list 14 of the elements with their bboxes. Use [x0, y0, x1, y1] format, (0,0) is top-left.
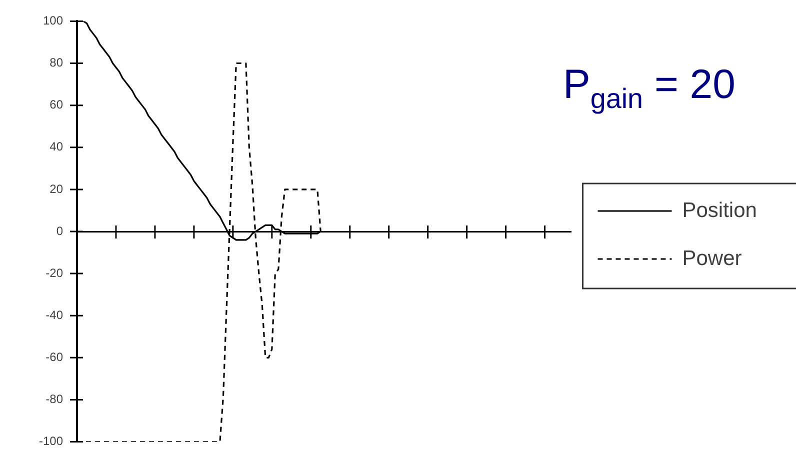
y-tick-label: -60	[46, 350, 64, 364]
y-tick-label: 40	[50, 140, 64, 154]
y-tick-label: 60	[50, 98, 64, 112]
legend-label: Power	[682, 246, 742, 270]
y-tick-label: 80	[50, 56, 64, 70]
y-tick-label: 0	[56, 224, 64, 238]
y-tick-label: -20	[46, 266, 64, 280]
y-tick-label: -100	[38, 434, 64, 448]
y-tick-label: -40	[46, 308, 64, 322]
legend-label: Position	[682, 198, 757, 222]
y-tick-label: 100	[42, 14, 64, 28]
y-tick-label: 20	[50, 182, 64, 196]
y-tick-label: -80	[46, 392, 64, 406]
annotation: P$_{gain}$ = 20	[563, 61, 736, 114]
